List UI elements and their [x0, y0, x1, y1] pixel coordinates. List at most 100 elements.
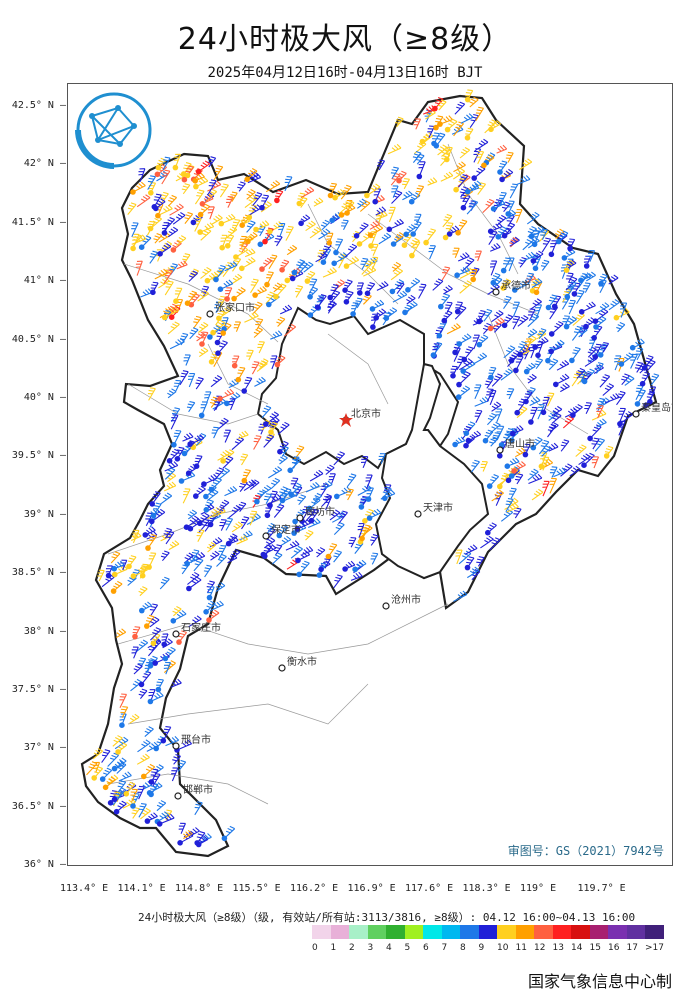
legend-swatch [552, 925, 571, 939]
wind-barb [156, 800, 167, 812]
wind-barb [276, 316, 286, 327]
legend-swatch [626, 925, 645, 939]
station-dot [320, 259, 327, 265]
wind-barb [177, 759, 187, 772]
wind-barb [306, 270, 316, 282]
wind-barb [101, 749, 111, 763]
wind-barb [114, 736, 129, 750]
legend-swatch [534, 925, 553, 939]
station-dot [298, 220, 304, 227]
city-label: 廊坊市 [305, 505, 335, 518]
wind-barb [196, 529, 205, 542]
wind-barb [509, 429, 519, 441]
station-dot [453, 186, 459, 193]
wind-barb [443, 284, 453, 295]
wind-barb [328, 473, 336, 484]
station-dot [495, 234, 502, 240]
wind-barb [290, 482, 302, 495]
wind-barb [553, 295, 562, 307]
wind-barb [527, 308, 536, 322]
station-dot [153, 205, 159, 212]
station-dot [581, 378, 588, 385]
station-dot [327, 192, 334, 199]
station-dot [452, 349, 458, 356]
station-dot [327, 294, 334, 301]
station-dot [156, 821, 163, 827]
wind-barb [594, 438, 606, 452]
wind-barb [432, 278, 444, 291]
wind-barb [265, 291, 276, 305]
station-dot [386, 226, 393, 233]
cma-logo-icon [75, 92, 152, 169]
wind-barb [160, 550, 170, 562]
wind-barb [283, 323, 297, 337]
station-dot [548, 331, 555, 337]
wind-barb [458, 174, 469, 188]
wind-barb [127, 202, 137, 215]
station-dot [343, 299, 350, 305]
wind-barb [239, 242, 249, 253]
wind-barb [445, 222, 454, 238]
wind-barb [195, 433, 207, 446]
wind-barb [571, 325, 583, 341]
wind-barb [630, 353, 638, 369]
wind-barb [604, 393, 620, 404]
station-dot [401, 242, 408, 248]
wind-barb [515, 209, 523, 223]
wind-barb [167, 194, 178, 207]
wind-barb [228, 533, 238, 545]
wind-barb [170, 678, 182, 688]
wind-barb [549, 422, 559, 433]
wind-barb [587, 346, 597, 358]
wind-barb [242, 469, 252, 481]
wind-barb [458, 371, 471, 386]
city-label: 邯郸市 [183, 783, 213, 796]
wind-barb [359, 495, 369, 509]
wind-barb [534, 358, 544, 370]
station-dot [279, 267, 285, 273]
wind-barb [159, 576, 170, 590]
wind-barb [534, 304, 543, 320]
station-dot [437, 121, 443, 127]
wind-barb [149, 250, 159, 264]
wind-barb [300, 186, 315, 199]
wind-barb [555, 228, 565, 239]
station-dot [455, 394, 462, 400]
city-label: 张家口市 [215, 301, 255, 314]
legend-label: 3 [367, 943, 374, 953]
wind-barb [516, 406, 528, 419]
wind-barb [172, 606, 182, 617]
wind-barb [237, 366, 246, 380]
wind-barb [569, 465, 581, 477]
wind-barb [224, 261, 238, 272]
city-marker-icon [382, 602, 390, 610]
station-dot [603, 453, 610, 459]
wind-barb [161, 169, 171, 185]
station-dot [195, 841, 202, 848]
wind-barb [180, 332, 189, 346]
station-dot [284, 277, 291, 284]
legend-swatch [515, 925, 534, 939]
station-dot [508, 473, 515, 479]
wind-barb [224, 825, 236, 839]
wind-barb [527, 226, 537, 238]
wind-barb [474, 409, 483, 424]
wind-barb [162, 638, 173, 649]
wind-barb [159, 243, 172, 255]
wind-barb [620, 302, 628, 318]
wind-barb [475, 106, 485, 122]
wind-barb [150, 281, 159, 293]
wind-barb [150, 782, 159, 795]
station-dot [177, 840, 183, 846]
wind-barb [247, 173, 262, 184]
wind-barb [309, 286, 319, 298]
wind-barb [621, 352, 634, 365]
wind-barb [476, 556, 485, 567]
station-dot [217, 396, 223, 402]
station-dot [358, 504, 365, 510]
station-dot [504, 463, 511, 470]
wind-barb [468, 430, 482, 442]
wind-barb [595, 315, 607, 328]
